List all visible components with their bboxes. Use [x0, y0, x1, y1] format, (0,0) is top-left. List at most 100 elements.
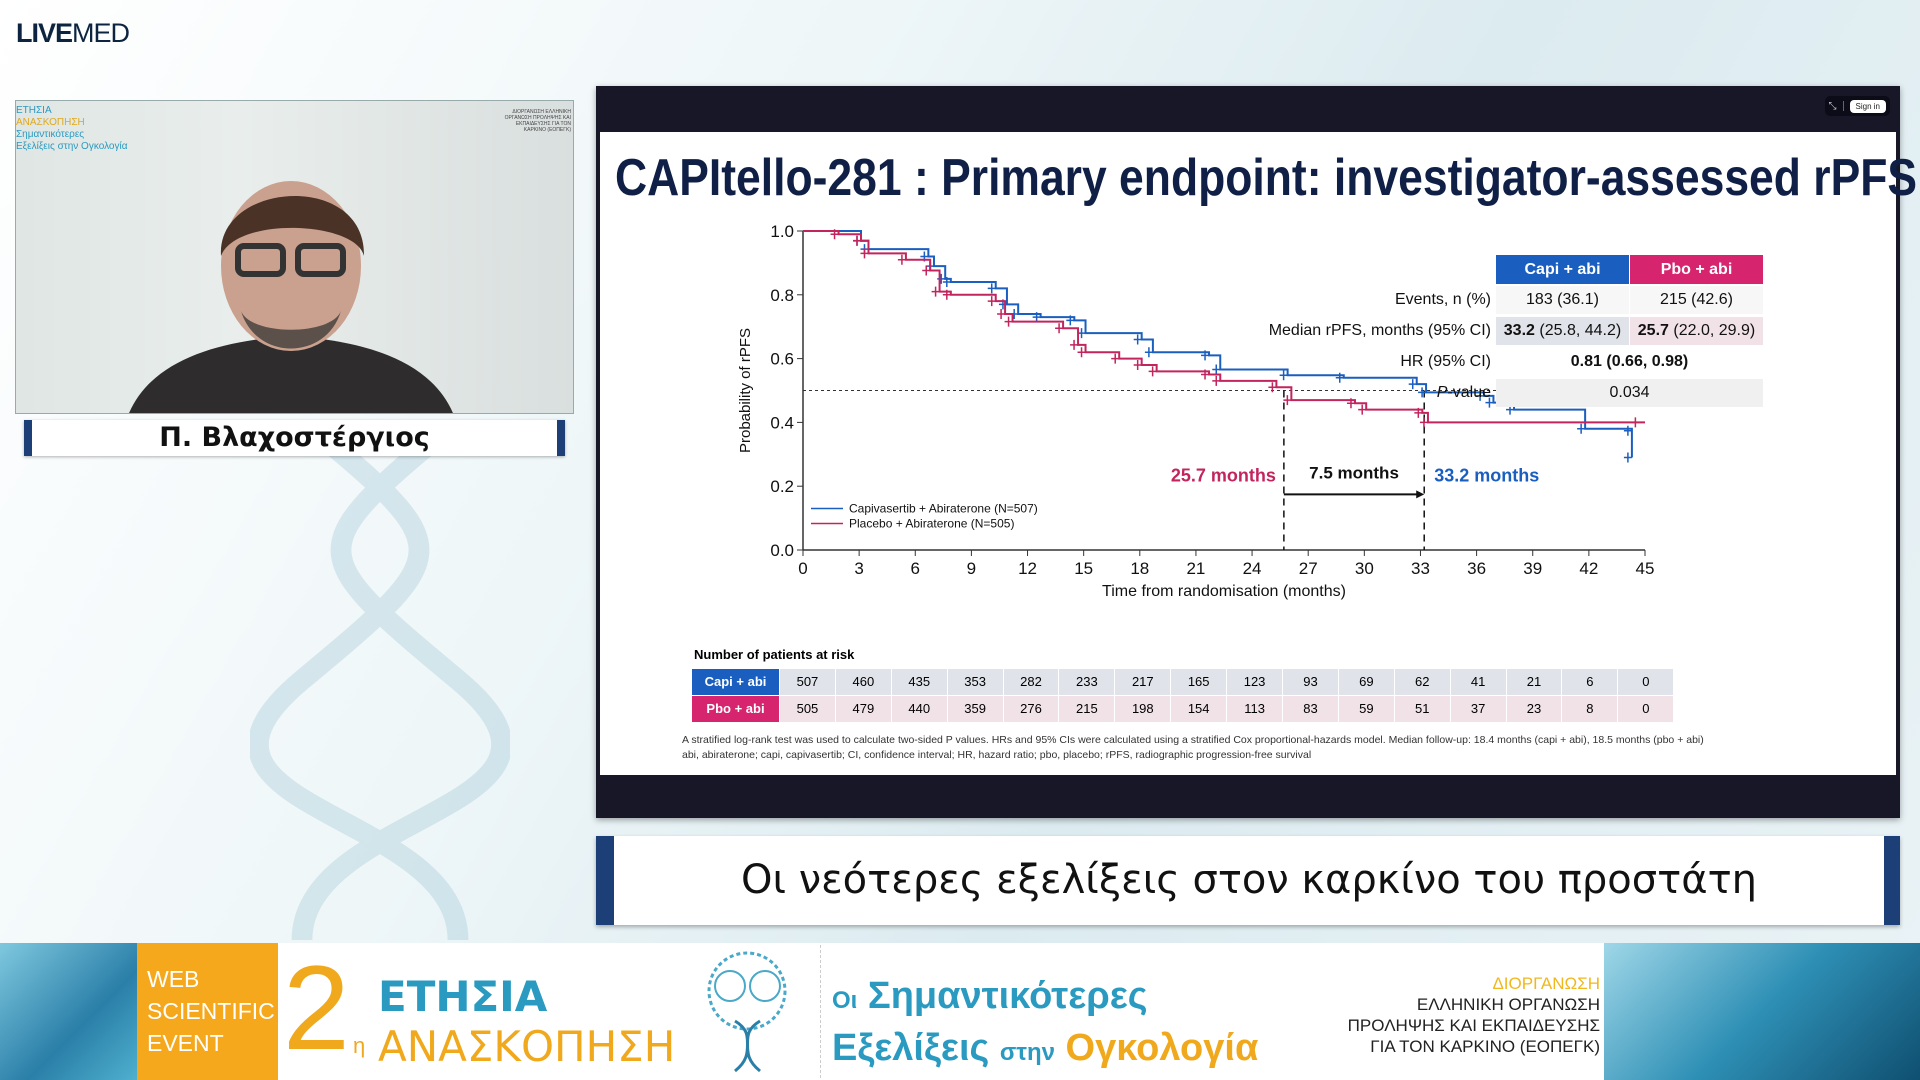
censor-mark [1133, 334, 1142, 345]
x-tick-label: 42 [1579, 559, 1598, 578]
x-tick-label: 15 [1074, 559, 1093, 578]
pbo-median-label: 25.7 months [1171, 465, 1276, 485]
x-tick-label: 45 [1636, 559, 1655, 578]
median-value: 33.2 [1503, 322, 1535, 339]
x-tick-label: 24 [1243, 559, 1262, 578]
x-tick-label: 12 [1018, 559, 1037, 578]
censor-mark [1623, 452, 1632, 463]
censor-mark [1144, 347, 1153, 358]
censor-mark [897, 254, 906, 265]
censor-mark [1631, 417, 1640, 428]
censor-mark [1623, 425, 1632, 436]
risk-cell: 83 [1282, 696, 1338, 722]
risk-cell: 276 [1002, 696, 1059, 722]
risk-row: Pbo + abi 505 479 440 359 276 215 198 154 113 83 59… [692, 696, 1674, 722]
summary-cell: 183 (36.1) [1496, 286, 1629, 314]
km-curve-capivasertib [803, 230, 1633, 458]
censor-mark [860, 248, 869, 259]
footnote-line: A stratified log-rank test was used to c… [682, 734, 1704, 746]
web-scientific-event-badge: WEB SCIENTIFIC EVENT [137, 943, 278, 1080]
censor-mark [1577, 423, 1586, 434]
badge-line: EVENT [147, 1030, 224, 1056]
speaker-webcam: ΕΤΗΣΙΑ ΑΝΑΣΚΟΠΗΣΗ Σημαντικότερες Εξελίξε… [15, 100, 574, 414]
summary-cell-combined: 0.034 [1496, 379, 1763, 407]
organizer-line: ΠΡΟΛΗΨΗΣ ΚΑΙ ΕΚΠΑΙΔΕΥΣΗΣ [1347, 1016, 1600, 1035]
x-tick-label: 21 [1186, 559, 1205, 578]
speaker-name-bar: Π. Βλαχοστέργιος [24, 420, 565, 456]
capi-median-label: 33.2 months [1434, 465, 1539, 485]
censor-mark [922, 265, 931, 276]
banner-annual: ΕΤΗΣΙΑ [378, 972, 548, 1021]
organizer-heading: ΔΙΟΡΓΑΝΩΣΗ [1492, 974, 1600, 993]
slide-title: CAPItello-281 : Primary endpoint: invest… [615, 149, 1918, 207]
risk-cell: 233 [1058, 669, 1115, 695]
x-tick-label: 36 [1467, 559, 1486, 578]
arrow-head-icon [1416, 490, 1425, 499]
x-tick-label: 0 [798, 559, 807, 578]
banner-right-decoration [1604, 943, 1920, 1080]
banner-line1: Οι Σημαντικότερες [832, 973, 1148, 1024]
x-tick-label: 27 [1299, 559, 1318, 578]
risk-cell: 353 [946, 669, 1003, 695]
x-tick-label: 9 [967, 559, 976, 578]
summary-row-label: Median rPFS, months (95% CI) [1268, 322, 1491, 339]
censor-mark [1201, 350, 1210, 361]
summary-row-label: HR (95% CI) [1400, 353, 1491, 370]
logo-bold: LIVE [16, 18, 73, 48]
banner-word: στην [999, 1039, 1055, 1066]
censor-mark [1212, 375, 1221, 386]
risk-cell: 0 [1617, 696, 1674, 722]
risk-cell: 59 [1337, 696, 1394, 722]
banner-word: Εξελίξεις [832, 1027, 990, 1069]
median-value: 25.7 [1637, 322, 1669, 339]
censor-mark [1358, 404, 1367, 415]
risk-cell: 217 [1114, 669, 1171, 695]
censor-mark [1201, 369, 1210, 380]
presentation-window: ⤡ Sign in CAPItello-281 : Primary endpoi… [596, 86, 1917, 818]
organizer-line: ΕΛΛΗΝΙΚΗ ΟΡΓΑΝΩΣΗ [1416, 995, 1600, 1014]
risk-cell: 479 [834, 696, 891, 722]
censor-mark [1476, 390, 1485, 401]
badge-line: WEB [147, 966, 200, 992]
risk-cell: 23 [1505, 696, 1562, 722]
censor-mark [1346, 398, 1355, 409]
banner-word: Σημαντικότερες [867, 975, 1148, 1017]
event-banner: WEB SCIENTIFIC EVENT 2 η ΕΤΗΣΙΑ ΑΝΑΣΚΟΠΗ… [0, 943, 1920, 1080]
censor-mark [1268, 382, 1277, 393]
organizer-line: ΓΙΑ ΤΟΝ ΚΑΡΚΙΝΟ (ΕΟΠΕΓΚ) [1370, 1037, 1600, 1056]
censor-mark [1066, 315, 1075, 326]
banner-left-decoration [0, 943, 137, 1080]
censor-mark [1335, 372, 1344, 383]
risk-cell: 41 [1449, 669, 1506, 695]
risk-cell: 215 [1058, 696, 1115, 722]
censor-mark [1408, 379, 1417, 390]
sign-in-button[interactable]: Sign in [1849, 99, 1886, 113]
y-tick-label: 0.2 [770, 477, 794, 496]
x-tick-label: 3 [854, 559, 863, 578]
x-tick-label: 33 [1411, 559, 1430, 578]
censor-mark [1212, 364, 1221, 375]
collapse-arrows-icon[interactable]: ⤡ [1828, 100, 1837, 112]
overlay-line: Εξελίξεις στην Ογκολογία [16, 141, 128, 152]
censor-mark [1418, 387, 1427, 398]
risk-cell: 6 [1561, 669, 1618, 695]
risk-row-label: Capi + abi [692, 669, 779, 695]
x-tick-label: 6 [911, 559, 920, 578]
km-curve-placebo [803, 230, 1645, 424]
speaker-video-figure [129, 181, 453, 413]
logo-light: MED [72, 18, 130, 48]
divider [1842, 101, 1844, 111]
slide: CAPItello-281 : Primary endpoint: invest… [600, 132, 1917, 775]
y-tick-label: 0.4 [770, 413, 794, 432]
legend-label: Capivasertib + Abiraterone (N=507) [849, 502, 1038, 516]
overlay-organizer: ΔΙΟΡΓΑΝΩΣΗ ΕΛΛΗΝΙΚΗ ΟΡΓΑΝΩΣΗ ΠΡΟΛΗΨΗΣ ΚΑ… [504, 109, 571, 133]
risk-cell: 51 [1393, 696, 1450, 722]
y-tick-label: 0.6 [770, 350, 794, 369]
risk-row-label: Pbo + abi [692, 696, 779, 722]
censor-mark [937, 273, 946, 284]
overlay-line: ΑΝΑΣΚΟΠΗΣΗ [16, 117, 85, 128]
censor-mark [1485, 397, 1494, 408]
summary-cell: 33.2 (25.8, 44.2) [1496, 317, 1629, 345]
banner-word: Οι [832, 987, 858, 1014]
overlay-line: ΕΤΗΣΙΑ [16, 105, 52, 116]
